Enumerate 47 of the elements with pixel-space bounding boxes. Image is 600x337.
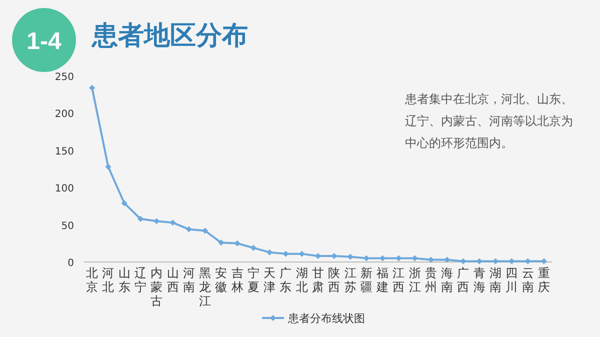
text: 1-4	[26, 28, 62, 55]
point	[105, 164, 112, 170]
point	[89, 84, 96, 91]
x-tick-label: 吉林	[230, 266, 244, 294]
x-tick-label: 陕西	[328, 266, 340, 294]
x-tick-label: 新疆	[360, 266, 372, 294]
x-tick-label: 四川	[506, 266, 518, 294]
x-tick-label: 宁夏	[247, 266, 260, 294]
x-tick-label: 辽宁	[134, 266, 146, 294]
x-tick-label: 广西	[457, 266, 470, 294]
x-tick-label: 山东	[118, 266, 130, 294]
x-tick-label: 甘肃	[312, 266, 324, 294]
x-tick-label: 湖南	[490, 266, 502, 294]
x-tick-label: 天津	[264, 266, 276, 294]
chart-title: 患者地区分布	[91, 21, 248, 51]
x-tick-label: 内蒙古	[150, 266, 163, 308]
annotation: 患者集中在北京，河北、山东、辽宁、内蒙古、河南等以北京为中心的环形范围内。	[405, 91, 574, 152]
y-tick-label: 100	[54, 184, 74, 195]
legend-label: 患者分布线状图	[287, 312, 365, 325]
x-tick-label: 江苏	[344, 266, 356, 294]
point	[202, 228, 208, 234]
x-tick-label: 河北	[102, 266, 114, 294]
y-tick-label: 250	[54, 72, 74, 83]
x-tick-label: 安徽	[215, 266, 228, 294]
point	[186, 226, 192, 232]
x-tick-label: 浙江	[408, 266, 421, 294]
x-tick-label: 福建	[376, 266, 389, 294]
x-tick-label: 江西	[392, 266, 405, 294]
point	[170, 220, 176, 226]
x-tick-label: 重庆	[538, 266, 550, 294]
x-tick-label: 湖北	[296, 266, 308, 294]
x-tick-label: 贵州	[424, 266, 437, 294]
x-tick-label: 海南	[441, 266, 454, 294]
x-tick-label: 青海	[473, 266, 486, 294]
point	[121, 200, 128, 206]
point	[137, 216, 144, 222]
x-tick-label: 山西	[166, 266, 179, 294]
y-tick-label: 150	[54, 146, 74, 158]
y-tick-label: 200	[54, 109, 74, 120]
y-tick-label: 50	[61, 220, 74, 232]
x-tick-label: 云南	[522, 266, 534, 294]
x-tick-label: 广东	[280, 266, 292, 294]
y-tick-label: 0	[68, 258, 74, 269]
x-tick-label: 北京	[86, 266, 98, 294]
point	[250, 244, 256, 251]
x-tick-label: 黑龙江	[199, 266, 212, 308]
x-tick-label: 河南	[182, 266, 195, 294]
